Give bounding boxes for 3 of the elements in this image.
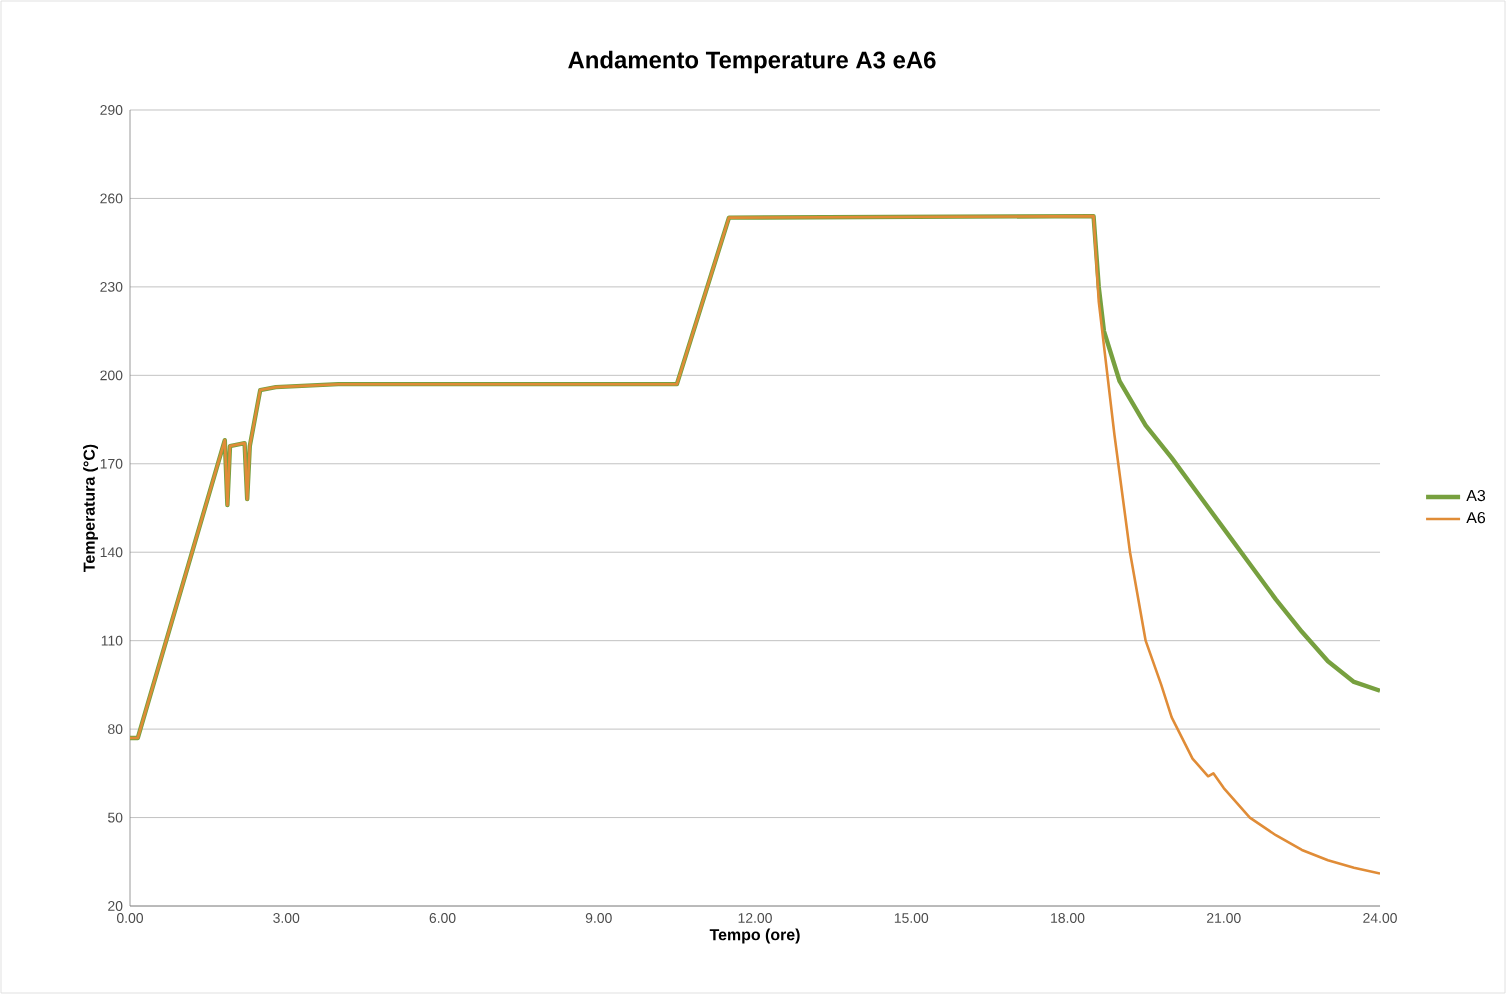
- chart-title: Andamento Temperature A3 eA6: [568, 50, 936, 74]
- line-series: [130, 214, 1381, 875]
- line-series: [130, 213, 1381, 741]
